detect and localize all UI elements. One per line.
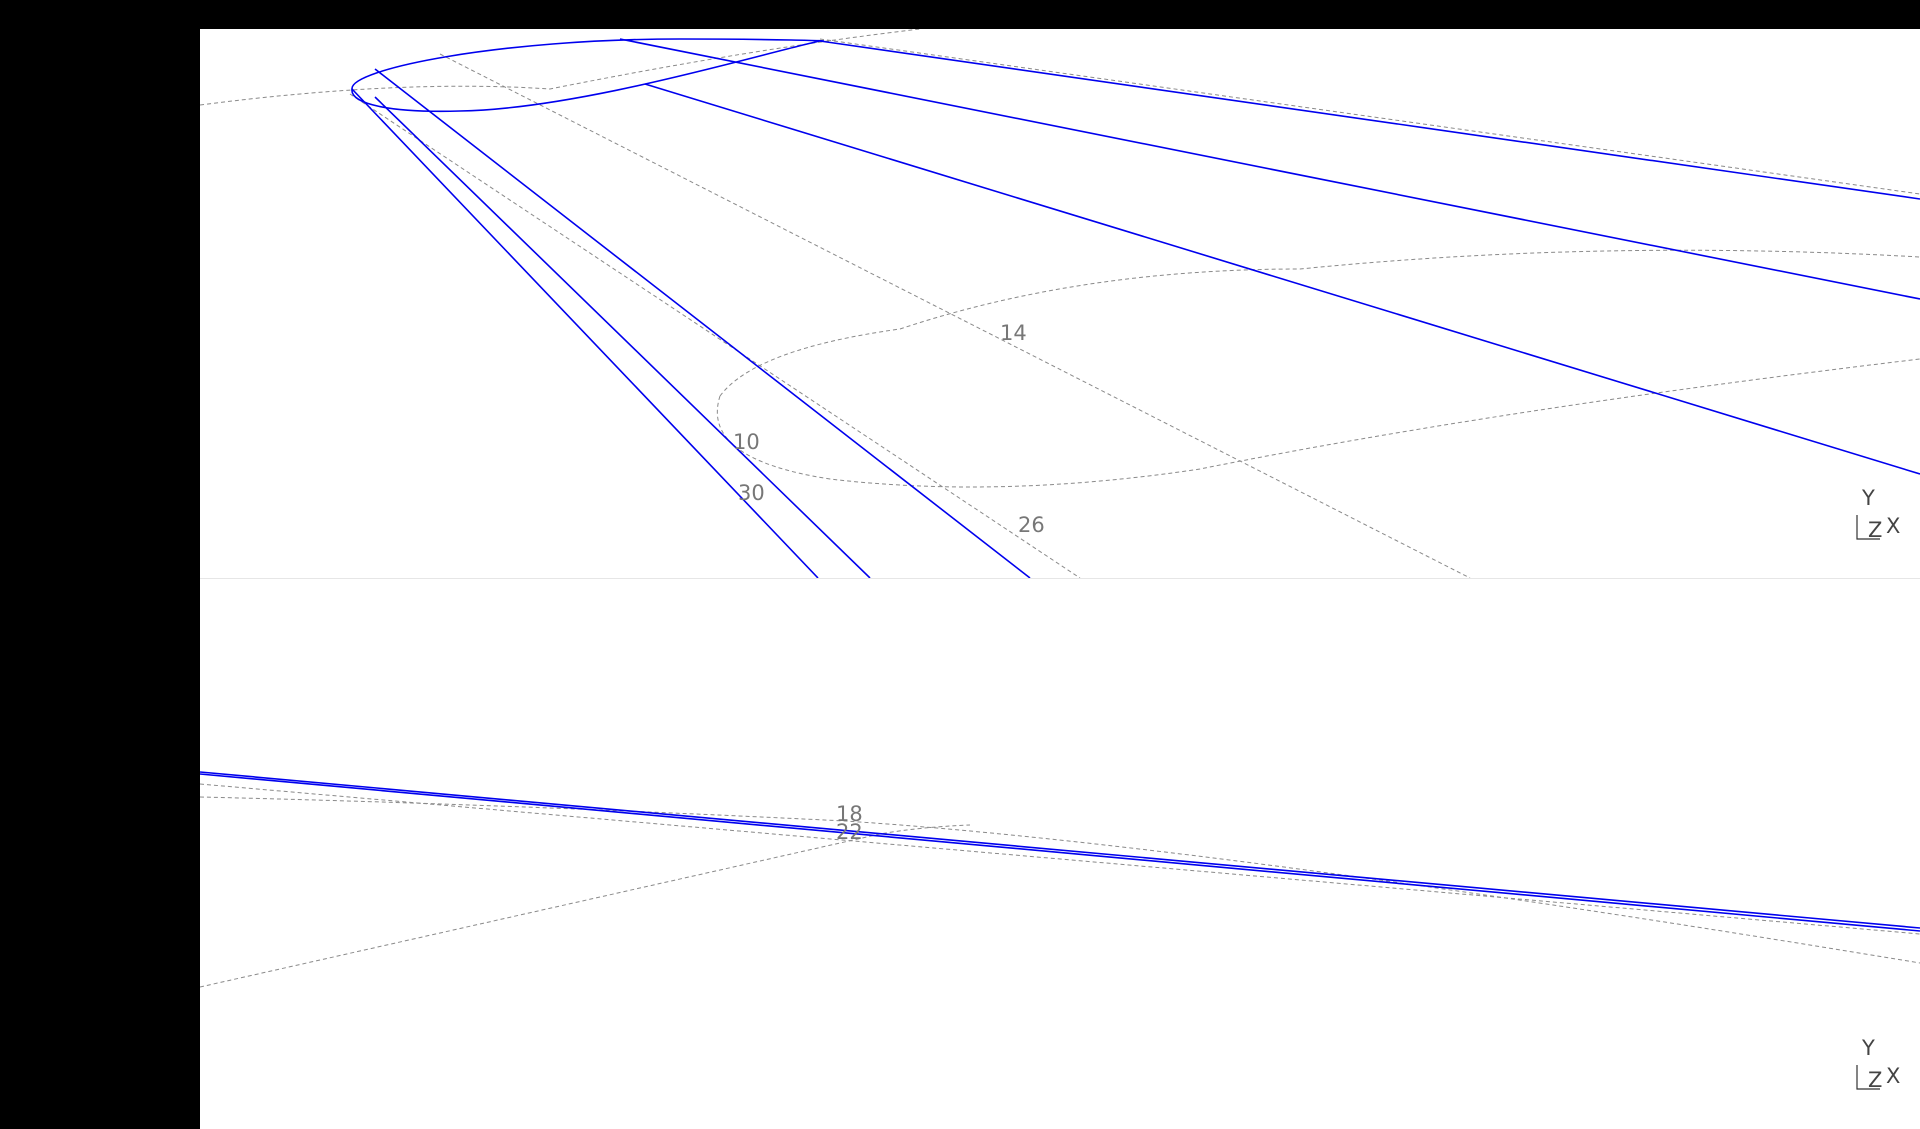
construction-arc [200,796,1920,964]
top-viewport-canvas[interactable]: 14 10 30 26 Y Z X [200,29,1920,578]
triad-y-label: Y [1861,1036,1875,1060]
triad-y-label: Y [1861,486,1875,510]
node-label: 10 [733,430,760,454]
triad-y-axis [1856,1065,1880,1090]
construction-lines [200,783,1920,988]
node-label: 22 [836,820,863,844]
construction-rise [200,824,971,988]
edge-long [200,771,1920,929]
axis-triad: Y Z X [1856,486,1900,542]
node-label: 26 [1018,513,1045,537]
construction-ellipse-lower [716,358,1920,488]
model-edges [351,38,1920,578]
node-labels: 18 22 [836,802,863,844]
edge-left-mid [374,68,1031,578]
top-ellipse [351,38,825,113]
model-edges [200,771,1920,932]
construction-near-edge [200,783,1920,935]
node-label: 30 [738,481,765,505]
construction-diagonal-1 [439,53,1471,578]
viewport-divider[interactable] [200,578,1920,579]
edge-top-2 [644,83,1920,475]
edge-left-inner [374,96,871,578]
node-label: 14 [1000,321,1027,345]
top-viewport[interactable]: 14 10 30 26 Y Z X [200,29,1920,578]
triad-z-label: Z [1868,518,1882,542]
node-label: 18 [836,802,863,826]
edge-top-3 [819,40,1920,200]
construction-edge-far [819,38,1920,195]
bottom-viewport[interactable]: 18 22 Y Z X [200,579,1920,1129]
axis-triad: Y Z X [1856,1036,1900,1092]
construction-diagonal-2 [349,93,1081,578]
bottom-viewport-canvas[interactable]: 18 22 Y Z X [200,579,1920,1129]
triad-x-label: X [1886,1064,1900,1088]
edge-long-inner [200,773,1920,932]
edge-top-1 [619,38,1920,300]
triad-x-label: X [1886,514,1900,538]
node-labels: 14 10 30 26 [733,321,1045,537]
triad-z-label: Z [1868,1068,1882,1092]
construction-ellipse-arc [719,249,1920,397]
triad-y-axis [1856,515,1880,540]
edge-left-outer [351,88,819,578]
